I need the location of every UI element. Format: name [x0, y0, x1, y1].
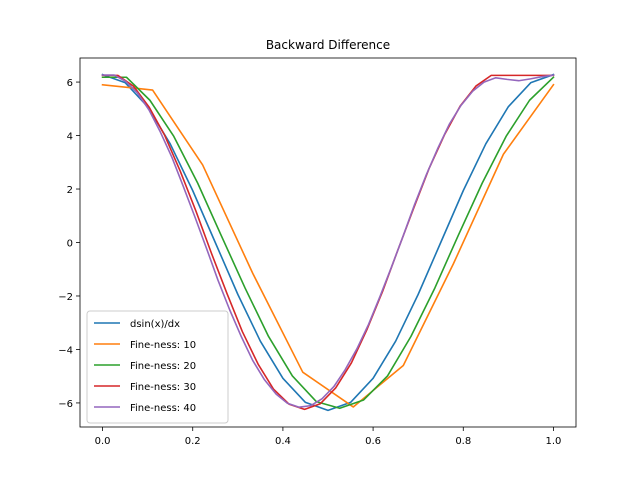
legend-label: dsin(x)/dx	[130, 319, 180, 330]
legend-box	[86, 310, 229, 424]
y-tick-label: −2	[58, 292, 73, 303]
y-tick-label: 6	[67, 78, 73, 89]
legend-label: Fine-ness: 30	[130, 382, 196, 393]
chart-title: Backward Difference	[266, 38, 390, 52]
y-tick-label: −6	[58, 399, 73, 410]
x-tick-label: 0.8	[455, 436, 471, 447]
y-tick-label: 0	[67, 239, 73, 250]
x-tick-label: 0.4	[275, 436, 291, 447]
legend-label: Fine-ness: 10	[130, 340, 196, 351]
series-line-5	[101, 74, 555, 409]
x-tick-label: 1.0	[546, 436, 562, 447]
x-tick-label: 0.6	[365, 436, 381, 447]
series-line-1	[101, 73, 555, 412]
y-tick-label: 2	[67, 185, 73, 196]
series-line-3	[101, 76, 555, 410]
series-layer	[101, 73, 555, 412]
legend-label: Fine-ness: 40	[130, 403, 196, 414]
x-tick-label: 0.2	[185, 436, 201, 447]
x-tick-label: 0.0	[95, 436, 111, 447]
y-axis: −6 −4 −2 0 2 4 6	[58, 78, 80, 410]
legend-label: Fine-ness: 20	[130, 361, 196, 372]
series-line-4	[101, 74, 555, 411]
legend: dsin(x)/dx Fine-ness: 10 Fine-ness: 20 Fine…	[86, 310, 229, 424]
y-tick-label: 4	[67, 132, 73, 143]
x-axis: 0.0 0.2 0.4 0.6 0.8 1.0	[95, 427, 562, 447]
y-tick-label: −4	[58, 345, 73, 356]
series-line-2	[101, 83, 555, 408]
